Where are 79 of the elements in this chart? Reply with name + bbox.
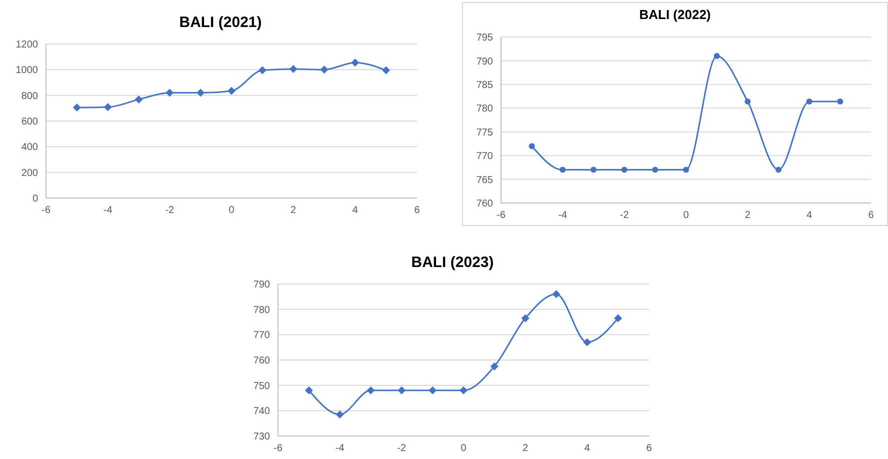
- point: [528, 143, 535, 150]
- x-tick-label: -6: [42, 205, 51, 216]
- y-tick-label: 1000: [16, 65, 38, 76]
- y-tick-label: 775: [476, 127, 494, 138]
- y-tick-label: 785: [476, 80, 494, 91]
- x-tick-label: 4: [584, 443, 590, 454]
- point: [398, 386, 406, 394]
- point: [351, 58, 360, 67]
- x-tick-label: 0: [683, 210, 690, 222]
- y-tick-label: 765: [476, 174, 494, 186]
- point: [621, 166, 628, 173]
- point: [382, 66, 390, 74]
- y-tick-label: 0: [32, 194, 38, 205]
- point: [552, 290, 560, 298]
- y-tick-label: 200: [21, 168, 38, 179]
- y-tick-label: 600: [21, 116, 38, 128]
- point: [366, 386, 375, 394]
- point: [776, 166, 782, 173]
- x-tick-label: -4: [558, 210, 568, 222]
- y-tick-label: 770: [253, 330, 270, 342]
- y-tick-label: 780: [476, 104, 494, 115]
- y-tick-label: 750: [253, 380, 270, 392]
- point: [304, 386, 313, 394]
- point: [134, 95, 143, 104]
- x-tick-label: 6: [868, 210, 874, 222]
- x-tick-label: -2: [165, 205, 175, 216]
- x-tick-label: -4: [335, 443, 345, 454]
- x-tick-label: 6: [646, 443, 652, 454]
- y-tick-label: 790: [476, 56, 494, 68]
- y-tick-label: 770: [476, 151, 494, 162]
- x-tick-label: -4: [103, 205, 113, 216]
- point: [336, 410, 344, 418]
- y-tick-label: 780: [253, 304, 270, 316]
- point: [521, 314, 530, 322]
- y-tick-label: 400: [21, 142, 38, 154]
- y-tick-label: 800: [21, 90, 38, 102]
- point: [428, 386, 437, 394]
- point: [560, 166, 566, 173]
- point: [744, 98, 751, 105]
- point: [72, 104, 81, 112]
- point: [583, 338, 592, 346]
- x-tick-label: 2: [522, 443, 529, 454]
- point: [320, 66, 328, 74]
- x-tick-label: 2: [290, 205, 297, 216]
- y-tick-label: 730: [253, 432, 270, 443]
- x-tick-label: 6: [414, 205, 420, 216]
- y-tick-label: 760: [253, 356, 270, 367]
- point: [714, 52, 720, 59]
- point: [590, 166, 596, 173]
- y-tick-label: 740: [253, 406, 270, 418]
- point: [837, 98, 844, 105]
- x-tick-label: -2: [620, 210, 630, 222]
- x-tick-label: 4: [806, 210, 813, 222]
- y-tick-label: 790: [253, 280, 270, 291]
- chart-title: BALI (2023): [410, 254, 495, 273]
- y-tick-label: 795: [476, 32, 494, 44]
- x-tick-label: 4: [352, 205, 358, 216]
- x-tick-label: -6: [274, 443, 283, 454]
- point: [614, 314, 622, 322]
- x-tick-label: 0: [460, 443, 467, 454]
- point: [460, 386, 468, 394]
- x-tick-label: -6: [496, 210, 506, 222]
- point: [289, 65, 298, 74]
- point: [166, 88, 174, 97]
- y-tick-label: 1200: [16, 40, 38, 51]
- chart-title: BALI (2022): [638, 7, 712, 24]
- chart-title: BALI (2021): [178, 14, 263, 33]
- point: [683, 166, 689, 173]
- point: [228, 86, 236, 95]
- x-tick-label: 0: [228, 205, 235, 216]
- point: [258, 66, 266, 74]
- point: [806, 98, 812, 105]
- x-tick-label: -2: [397, 443, 407, 454]
- x-tick-label: 2: [744, 210, 751, 222]
- point: [652, 166, 658, 173]
- point: [196, 88, 205, 97]
- y-tick-label: 760: [476, 198, 494, 210]
- point: [104, 103, 112, 112]
- point: [490, 362, 498, 370]
